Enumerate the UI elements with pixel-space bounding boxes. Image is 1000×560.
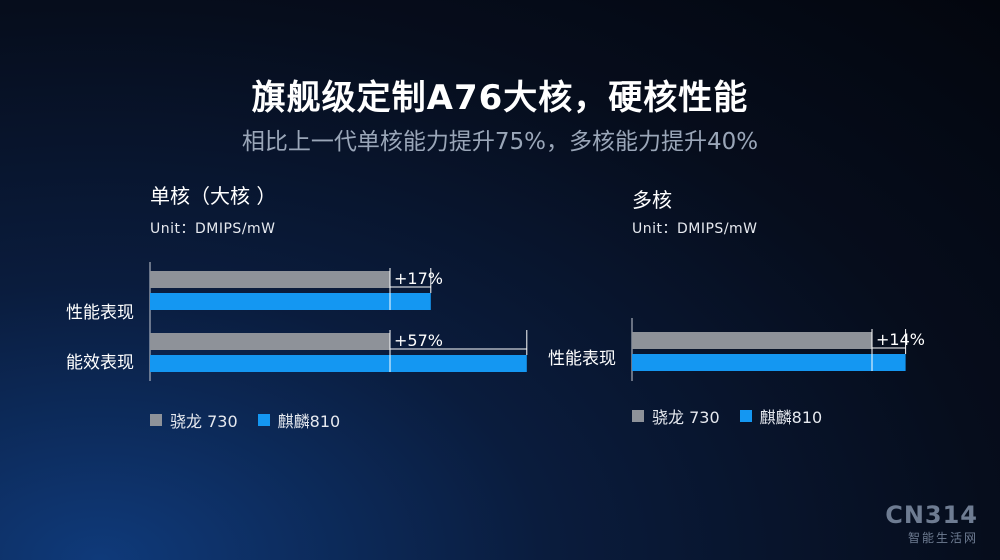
single-core-panel-title: 单核（大核 ） [150, 184, 277, 208]
watermark-logo: CN314 智能生活网 [885, 501, 978, 546]
legend-swatch-snapdragon [632, 410, 644, 422]
bar-kirin-0 [632, 354, 906, 371]
annotation-label: +17% [394, 269, 443, 288]
watermark-brand: CN314 [885, 501, 978, 529]
bar-snapdragon-1 [150, 333, 390, 350]
legend-swatch-kirin [739, 410, 752, 422]
bar-snapdragon-0 [632, 332, 872, 349]
category-label: 性能表现 [66, 303, 134, 323]
bar-kirin-1 [150, 355, 527, 372]
legend-label-snapdragon: 骁龙 730 [170, 412, 238, 431]
legend-label-snapdragon: 骁龙 730 [652, 408, 720, 427]
legend-swatch-snapdragon [150, 414, 162, 426]
category-label: 能效表现 [66, 353, 134, 373]
chart-layer: +17% 性能表现 +57% 能效表现 +14% 性能表现 [66, 262, 925, 381]
multi-core-unit: Unit：DMIPS/mW [632, 221, 758, 237]
legend-swatch-kirin [257, 414, 270, 426]
annotation-label: +57% [394, 331, 443, 350]
single-core-unit: Unit：DMIPS/mW [150, 221, 276, 237]
multi-core-panel-title: 多核 [632, 188, 672, 212]
watermark-tagline: 智能生活网 [907, 531, 978, 545]
multi-core-legend: 骁龙 730 麒麟810 [632, 404, 822, 428]
single-core-legend: 骁龙 730 麒麟810 [150, 408, 340, 432]
bar-snapdragon-0 [150, 271, 390, 288]
bar-kirin-0 [150, 293, 431, 310]
legend-label-kirin: 麒麟810 [277, 412, 341, 431]
page-subtitle: 相比上一代单核能力提升75%，多核能力提升40% [241, 129, 759, 155]
page-title: 旗舰级定制A76大核，硬核性能 [251, 78, 749, 118]
annotation-label: +14% [876, 330, 925, 349]
legend-label-kirin: 麒麟810 [759, 408, 823, 427]
category-label: 性能表现 [548, 349, 616, 369]
